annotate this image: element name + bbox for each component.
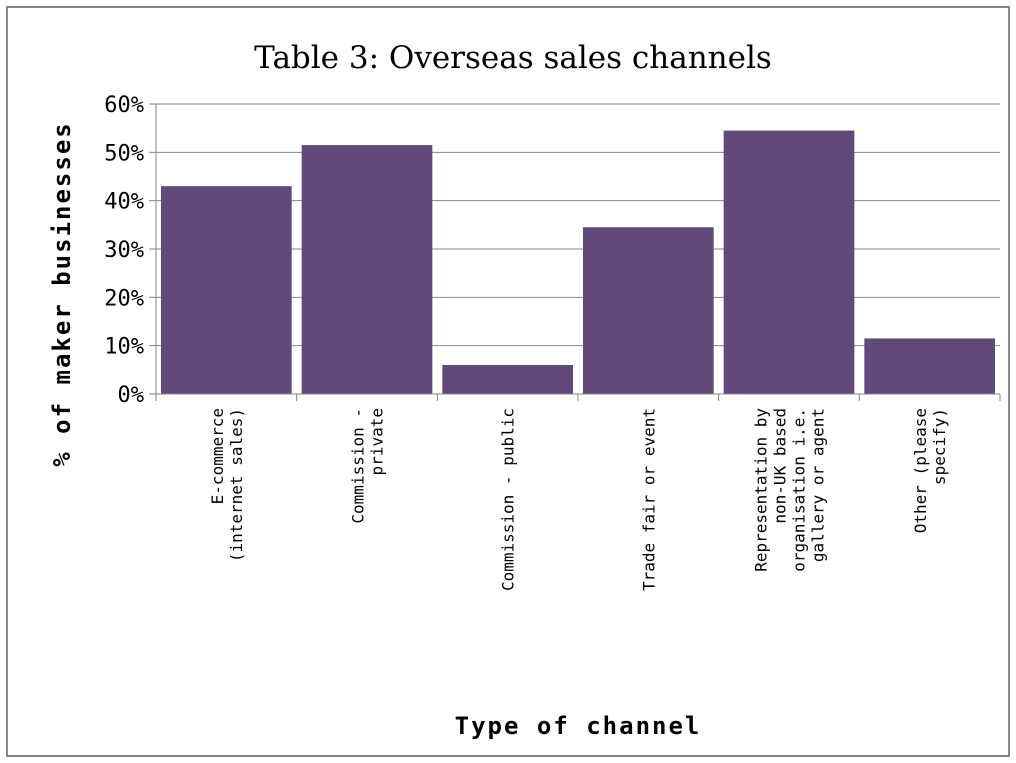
- y-tick-label: 20%: [104, 286, 144, 311]
- x-tick-label: Commission -: [349, 408, 368, 524]
- x-tick-label: Trade fair or event: [639, 408, 658, 591]
- chart-container: Table 3: Overseas sales channels 0% 10% 20…: [6, 6, 1010, 757]
- x-tick-label: (internet sales): [227, 408, 246, 562]
- x-tick-label: specify): [930, 408, 949, 485]
- x-tick-label: gallery or agent: [809, 408, 828, 562]
- y-tick-label: 60%: [104, 93, 144, 118]
- x-tick-label: E-commerce: [208, 408, 227, 504]
- bars: [161, 130, 995, 394]
- y-tick-label: 10%: [104, 335, 144, 360]
- x-tick-label: Representation by: [752, 408, 771, 572]
- x-tick-label: private: [368, 408, 387, 475]
- bar: [723, 130, 855, 394]
- x-tick-label: Commission - public: [499, 408, 518, 591]
- y-axis-title: % of maker businesses: [48, 121, 76, 466]
- bar: [161, 186, 292, 394]
- bar: [583, 227, 714, 394]
- x-tick-labels: E-commerce (internet sales) Commission - pr…: [208, 408, 949, 591]
- x-axis-title: Type of channel: [455, 712, 702, 740]
- bar: [864, 338, 995, 394]
- gridlines: [156, 103, 1000, 347]
- y-tick-label: 0%: [118, 383, 145, 408]
- x-tick-label: organisation i.e.: [790, 408, 809, 572]
- bar-chart: Table 3: Overseas sales channels 0% 10% 20…: [48, 40, 1001, 740]
- bar: [301, 145, 433, 394]
- y-tick-labels: 0% 10% 20% 30% 40% 50% 60%: [104, 93, 144, 408]
- axes: [149, 103, 1001, 401]
- y-tick-label: 50%: [104, 141, 144, 166]
- x-tick-label: non-UK based: [771, 408, 790, 524]
- bar: [442, 365, 573, 394]
- y-tick-label: 40%: [104, 190, 144, 215]
- y-tick-label: 30%: [104, 238, 144, 263]
- x-tick-label: Other (please: [911, 408, 930, 533]
- chart-title: Table 3: Overseas sales channels: [254, 40, 772, 76]
